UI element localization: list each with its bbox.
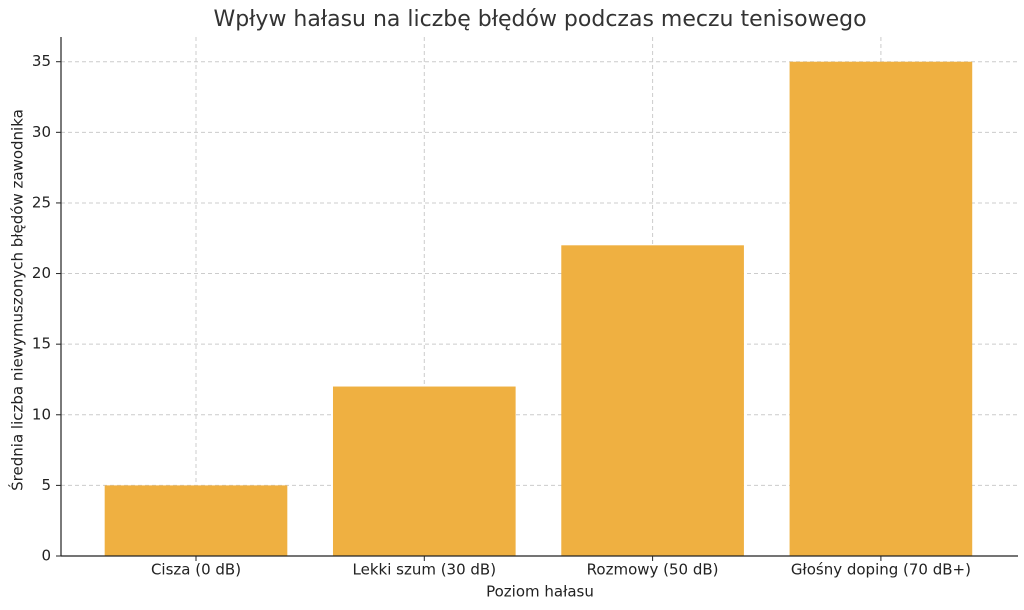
y-tick-label: 15: [32, 335, 51, 353]
y-tick-label: 0: [41, 547, 51, 565]
y-tick-label: 20: [32, 264, 51, 282]
x-axis-label: Poziom hałasu: [486, 583, 594, 601]
y-tick-label: 35: [32, 52, 51, 70]
bar: [104, 485, 288, 556]
x-tick-label: Lekki szum (30 dB): [353, 561, 497, 579]
bar: [561, 245, 744, 556]
bar: [789, 61, 973, 556]
y-tick-label: 10: [32, 405, 51, 423]
y-tick-label: 25: [32, 193, 51, 211]
x-tick-label: Głośny doping (70 dB+): [791, 561, 971, 579]
x-tick-label: Rozmowy (50 dB): [587, 561, 719, 579]
x-tick-label: Cisza (0 dB): [151, 561, 241, 579]
y-axis-label: Średnia liczba niewymuszonych błędów zaw…: [8, 109, 27, 491]
y-tick-label: 30: [32, 123, 51, 141]
chart-title: Wpływ hałasu na liczbę błędów podczas me…: [213, 7, 866, 32]
bar: [332, 386, 516, 556]
y-tick-label: 5: [41, 476, 51, 494]
